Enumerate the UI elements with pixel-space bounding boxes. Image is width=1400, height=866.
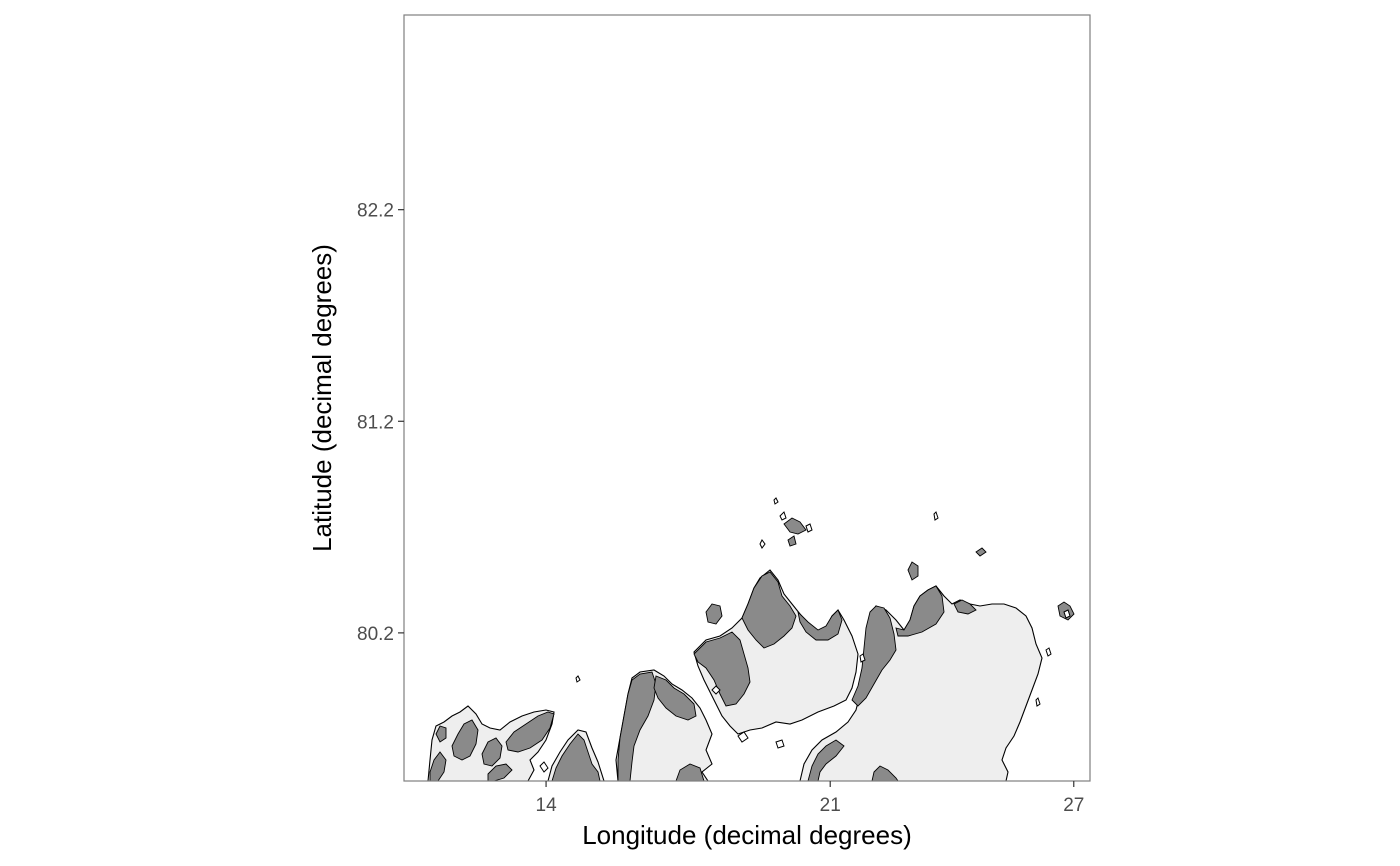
map-layers [427,497,1075,781]
glacier-nae-islet-1 [907,561,919,581]
glacier-nw-4 [505,711,555,753]
panel-border [403,14,1091,782]
glacier-naw-islet-1 [705,603,723,625]
glacier-nw-2 [451,719,479,761]
glacier-naw-islet-3 [787,535,797,547]
x-tick-label: 14 [536,795,558,816]
glacier-naw-islet-2 [783,517,807,535]
glacier-nae-4 [807,739,845,781]
y-axis-title: Latitude (decimal degrees) [307,244,337,552]
y-tick-label: 80.2 [357,624,394,645]
glacier-naw-3 [797,609,843,641]
x-axis-title: Longitude (decimal degrees) [582,820,912,850]
small-islands [539,497,1071,773]
glacier-nw-6 [435,725,447,743]
glacier-central-west [617,671,657,781]
x-tick-label: 27 [1063,795,1084,816]
glacier-central-south [675,763,705,781]
glacier-nae-islet-3 [975,547,987,557]
glacier-nae-3 [953,599,977,615]
y-axis: 80.2 81.2 82.2 [357,201,404,645]
x-axis: 14 21 27 [536,781,1084,816]
glacier-naw-1 [693,631,751,707]
glacier-nae-5 [871,765,899,781]
y-tick-label: 82.2 [357,201,394,222]
glacier-nw-5 [487,763,513,781]
y-tick-label: 81.2 [357,412,394,433]
glacier-central-north [653,675,697,721]
glacier-nw-3 [481,737,503,767]
x-tick-label: 21 [820,795,841,816]
glacier-central-peninsula [551,733,601,781]
glacier-layer [429,517,1075,781]
glacier-naw-2 [741,571,797,649]
glacier-nw-1 [429,751,447,781]
glacier-nae-2 [895,585,945,637]
